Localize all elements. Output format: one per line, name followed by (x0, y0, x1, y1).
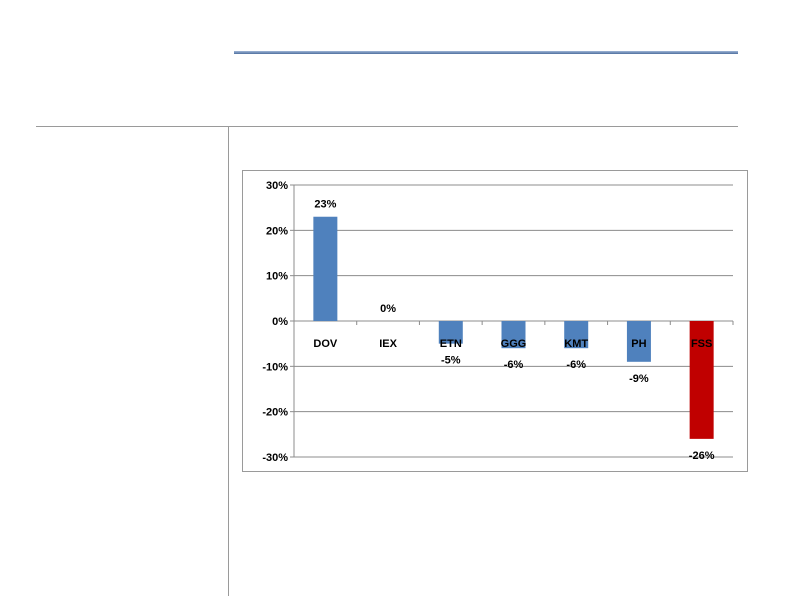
y-tick-label: -10% (262, 361, 288, 373)
category-label: DOV (313, 338, 338, 350)
header-rule (234, 51, 738, 54)
data-label: -26% (689, 450, 715, 462)
chart-frame: 30% 20% 10% 0% -10% -20% -30% DOV 23% IEX 0% ETN -5… (242, 170, 748, 472)
gridlines (294, 184, 733, 458)
data-label: -9% (629, 373, 649, 385)
data-label: -5% (441, 355, 461, 367)
bar-kmt (564, 321, 589, 349)
y-tick-label: -30% (262, 452, 288, 464)
horizontal-divider (36, 126, 738, 127)
bar-ph (626, 321, 651, 362)
y-tick-label: -20% (262, 407, 288, 419)
data-label: -6% (504, 359, 524, 371)
category-label: KMT (564, 338, 588, 350)
bars (313, 216, 714, 439)
y-tick-label: 0% (272, 316, 288, 328)
category-label: PH (631, 338, 646, 350)
category-label: IEX (379, 338, 397, 350)
bar-etn (438, 321, 463, 344)
axes: 30% 20% 10% 0% -10% -20% -30% (262, 180, 734, 464)
category-label: ETN (440, 338, 462, 350)
bar-chart: 30% 20% 10% 0% -10% -20% -30% DOV 23% IEX 0% ETN -5… (262, 180, 734, 464)
vertical-divider (228, 126, 229, 596)
data-label: -6% (566, 359, 586, 371)
labels: DOV 23% IEX 0% ETN -5% GGG -6% KMT -6% PH -9% FSS -26… (313, 199, 714, 462)
data-label: 23% (314, 199, 336, 211)
data-label: 0% (380, 303, 396, 315)
bar-fss (689, 321, 714, 439)
y-tick-label: 30% (266, 180, 288, 192)
category-label: FSS (691, 338, 712, 350)
y-tick-label: 20% (266, 225, 288, 237)
bar-ggg (501, 321, 526, 349)
y-tick-label: 10% (266, 271, 288, 283)
category-label: GGG (501, 338, 527, 350)
bar-dov (313, 216, 338, 321)
